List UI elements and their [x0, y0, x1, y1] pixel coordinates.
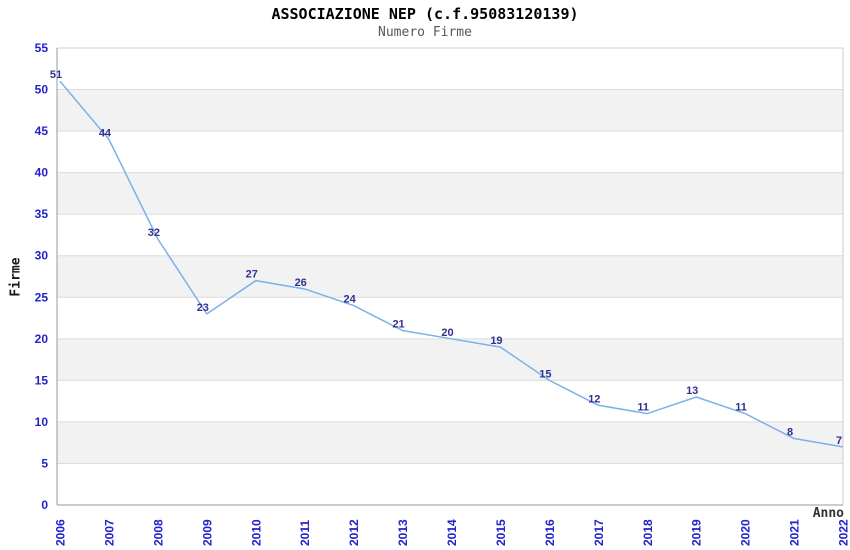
data-point-label: 51	[50, 69, 62, 81]
x-tick-label: 2008	[151, 519, 165, 546]
data-point-label: 11	[735, 402, 747, 414]
y-tick-label: 55	[35, 41, 49, 55]
y-tick-label: 45	[35, 124, 49, 138]
x-tick-label: 2013	[396, 519, 410, 546]
y-tick-label: 30	[35, 249, 49, 263]
x-tick-label: 2022	[837, 519, 850, 546]
data-point-label: 19	[490, 335, 502, 347]
data-point-label: 12	[588, 393, 600, 405]
x-tick-label: 2020	[739, 519, 753, 546]
x-tick-label: 2009	[200, 519, 214, 546]
x-tick-label: 2021	[788, 519, 802, 546]
data-point-label: 23	[197, 302, 209, 314]
data-point-label: 13	[686, 385, 698, 397]
data-point-label: 24	[344, 294, 357, 306]
x-tick-label: 2017	[592, 519, 606, 546]
chart-title: ASSOCIAZIONE NEP (c.f.95083120139)	[271, 5, 579, 23]
y-tick-label: 35	[35, 207, 49, 221]
chart-subtitle: Numero Firme	[378, 25, 472, 40]
plot-band	[57, 89, 843, 132]
data-point-label: 15	[539, 368, 551, 380]
x-tick-label: 2015	[494, 519, 508, 546]
x-tick-label: 2010	[249, 519, 263, 546]
data-point-label: 32	[148, 227, 160, 239]
x-tick-label: 2007	[102, 519, 116, 546]
y-tick-label: 20	[35, 332, 49, 346]
x-axis-title: Anno	[812, 506, 844, 521]
x-tick-label: 2012	[347, 519, 361, 546]
y-tick-label: 0	[41, 498, 48, 512]
x-tick-label: 2016	[543, 519, 557, 546]
plot-band	[57, 338, 843, 381]
data-point-label: 27	[246, 269, 258, 281]
data-point-label: 8	[787, 427, 793, 439]
data-point-label: 7	[836, 435, 842, 447]
x-tick-label: 2011	[298, 520, 312, 546]
data-point-label: 26	[295, 277, 307, 289]
x-tick-label: 2019	[690, 519, 704, 546]
x-tick-label: 2018	[641, 519, 655, 546]
y-tick-label: 10	[35, 415, 49, 429]
y-tick-label: 5	[41, 456, 48, 470]
data-point-label: 20	[441, 327, 453, 339]
y-tick-label: 50	[35, 83, 49, 97]
x-tick-label: 2006	[54, 519, 68, 546]
x-tick-label: 2014	[445, 519, 459, 546]
y-tick-label: 15	[35, 373, 49, 387]
data-point-label: 21	[392, 319, 404, 331]
plot-band	[57, 172, 843, 215]
plot-band	[57, 421, 843, 464]
plot-band	[57, 255, 843, 298]
data-point-label: 11	[637, 402, 649, 414]
y-tick-label: 25	[35, 290, 49, 304]
data-point-label: 44	[99, 127, 112, 139]
y-tick-label: 40	[35, 166, 49, 180]
series-line	[59, 80, 844, 448]
